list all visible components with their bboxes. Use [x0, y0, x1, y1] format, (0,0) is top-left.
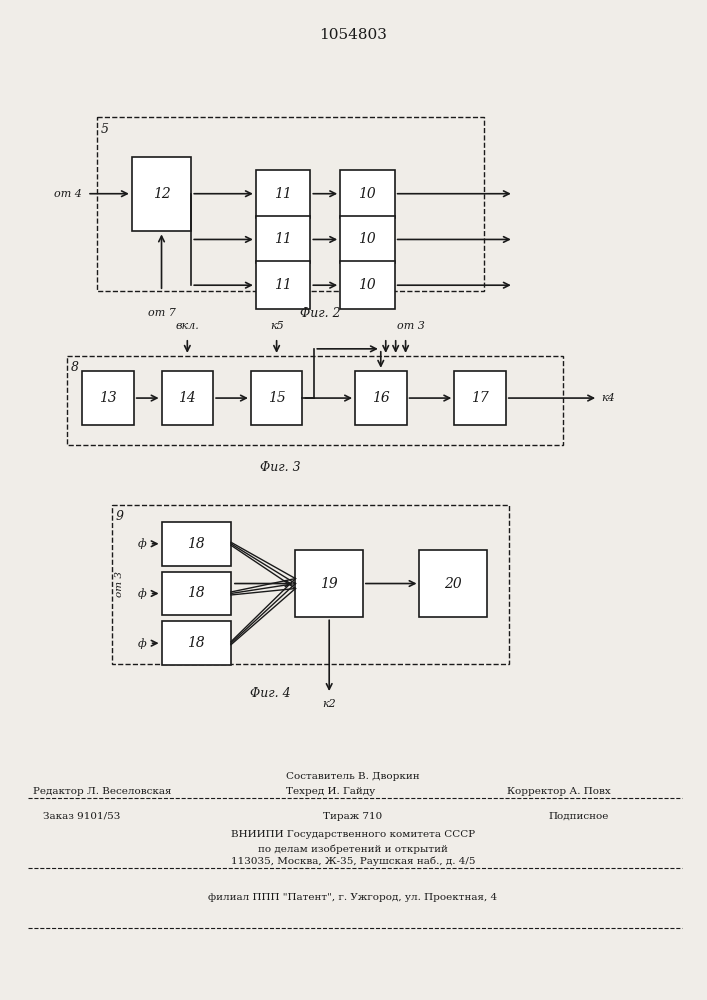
Bar — [340, 216, 395, 263]
Text: Тираж 710: Тираж 710 — [323, 812, 382, 821]
Bar — [161, 371, 213, 425]
Text: ф: ф — [137, 538, 146, 549]
Bar — [97, 117, 484, 291]
Text: Φиг. 2: Φиг. 2 — [300, 307, 341, 320]
Text: 8: 8 — [71, 361, 79, 374]
Text: 18: 18 — [187, 636, 205, 650]
Text: 12: 12 — [153, 187, 170, 201]
Text: Подписное: Подписное — [548, 812, 609, 821]
Bar — [454, 371, 506, 425]
Text: 15: 15 — [268, 391, 286, 405]
Text: 1054803: 1054803 — [319, 28, 387, 42]
Bar — [256, 261, 310, 309]
Bar — [256, 170, 310, 218]
Text: 10: 10 — [358, 187, 376, 201]
Text: Редактор Л. Веселовская: Редактор Л. Веселовская — [33, 787, 171, 796]
Text: 17: 17 — [471, 391, 489, 405]
Text: от 3: от 3 — [397, 321, 424, 331]
Text: 11: 11 — [274, 278, 292, 292]
Text: к4: к4 — [601, 393, 615, 403]
Text: Составитель В. Дворкин: Составитель В. Дворкин — [286, 772, 420, 781]
Text: 113035, Москва, Ж-35, Раушская наб., д. 4/5: 113035, Москва, Ж-35, Раушская наб., д. … — [230, 856, 475, 866]
Text: 10: 10 — [358, 232, 376, 246]
Text: 11: 11 — [274, 187, 292, 201]
Bar — [112, 505, 509, 664]
Text: 5: 5 — [101, 123, 109, 136]
Text: ф: ф — [137, 588, 146, 599]
Text: 20: 20 — [444, 577, 462, 591]
Text: 19: 19 — [320, 577, 338, 591]
Bar — [67, 356, 563, 445]
Text: 18: 18 — [187, 586, 205, 600]
Text: филиал ППП "Патент", г. Ужгород, ул. Проектная, 4: филиал ППП "Патент", г. Ужгород, ул. Про… — [209, 893, 498, 902]
Bar — [132, 157, 192, 232]
Bar — [296, 550, 363, 617]
Text: по делам изобретений и открытий: по делам изобретений и открытий — [258, 844, 448, 854]
Text: ф: ф — [137, 638, 146, 649]
Text: к2: к2 — [322, 699, 336, 709]
Text: 10: 10 — [358, 278, 376, 292]
Text: 16: 16 — [372, 391, 390, 405]
Text: вкл.: вкл. — [175, 321, 199, 331]
Bar — [355, 371, 407, 425]
Bar — [82, 371, 134, 425]
Text: 13: 13 — [99, 391, 117, 405]
Bar — [161, 621, 231, 665]
Bar — [161, 522, 231, 566]
Bar — [340, 261, 395, 309]
Text: ВНИИПИ Государственного комитета СССР: ВНИИПИ Государственного комитета СССР — [231, 830, 475, 839]
Text: от 7: от 7 — [148, 308, 175, 318]
Text: Техред И. Гайду: Техред И. Гайду — [286, 787, 375, 796]
Text: Корректор А. Повх: Корректор А. Повх — [506, 787, 610, 796]
Bar — [256, 216, 310, 263]
Text: Φиг. 3: Φиг. 3 — [260, 461, 301, 474]
Text: от 3: от 3 — [115, 571, 124, 597]
Bar — [161, 572, 231, 615]
Text: 9: 9 — [116, 510, 124, 523]
Bar — [251, 371, 303, 425]
Text: Φиг. 4: Φиг. 4 — [250, 687, 291, 700]
Text: 18: 18 — [187, 537, 205, 551]
Bar — [340, 170, 395, 218]
Bar — [419, 550, 487, 617]
Text: Заказ 9101/53: Заказ 9101/53 — [43, 812, 121, 821]
Text: от 4: от 4 — [54, 189, 82, 199]
Text: 14: 14 — [178, 391, 196, 405]
Text: к5: к5 — [270, 321, 284, 331]
Text: 11: 11 — [274, 232, 292, 246]
